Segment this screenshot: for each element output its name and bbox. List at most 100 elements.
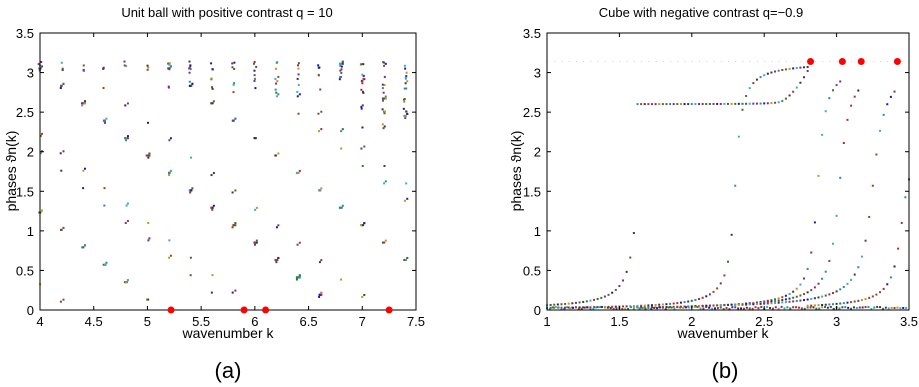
data-point bbox=[759, 76, 762, 79]
data-point bbox=[814, 60, 816, 62]
data-point bbox=[384, 62, 387, 65]
data-point bbox=[405, 75, 408, 78]
data-point bbox=[568, 60, 570, 62]
highlight-marker bbox=[262, 306, 270, 314]
data-point bbox=[625, 305, 628, 308]
data-point bbox=[873, 306, 876, 309]
data-point bbox=[60, 169, 63, 172]
data-point bbox=[889, 276, 892, 279]
data-point bbox=[606, 306, 609, 309]
data-point bbox=[864, 306, 867, 309]
data-point bbox=[852, 306, 855, 309]
data-point bbox=[719, 102, 722, 105]
data-point bbox=[338, 78, 341, 81]
data-point bbox=[781, 301, 784, 304]
data-point bbox=[297, 171, 300, 174]
data-point bbox=[583, 306, 586, 309]
data-point bbox=[740, 307, 743, 310]
data-point bbox=[603, 295, 606, 298]
data-point bbox=[191, 187, 194, 190]
data-point bbox=[759, 102, 762, 105]
data-point bbox=[341, 60, 344, 63]
data-point bbox=[870, 308, 873, 311]
data-point bbox=[677, 60, 679, 62]
data-point bbox=[277, 93, 280, 96]
data-point bbox=[402, 107, 405, 110]
data-point bbox=[612, 60, 614, 62]
data-point bbox=[781, 68, 784, 71]
data-point bbox=[847, 306, 850, 309]
data-point bbox=[719, 282, 722, 285]
data-point bbox=[879, 129, 882, 132]
data-point bbox=[383, 125, 386, 128]
data-point bbox=[638, 307, 641, 310]
data-point bbox=[569, 307, 572, 310]
data-point bbox=[169, 254, 172, 257]
data-point bbox=[275, 82, 278, 85]
panel-a-markers bbox=[167, 306, 393, 314]
data-point bbox=[188, 67, 191, 70]
data-point bbox=[800, 307, 803, 310]
data-point bbox=[647, 307, 650, 310]
data-point bbox=[658, 103, 661, 106]
data-point bbox=[872, 60, 874, 62]
data-point bbox=[384, 239, 387, 242]
data-point bbox=[340, 147, 343, 150]
data-point bbox=[363, 293, 366, 296]
y-tick-label: 2 bbox=[27, 145, 34, 160]
data-point bbox=[708, 102, 711, 105]
data-point bbox=[691, 60, 693, 62]
data-point bbox=[766, 299, 769, 302]
data-point bbox=[363, 145, 366, 148]
data-point bbox=[774, 301, 777, 304]
data-point bbox=[360, 147, 363, 150]
data-point bbox=[277, 152, 280, 155]
data-point bbox=[789, 307, 792, 310]
data-point bbox=[665, 303, 668, 306]
data-point bbox=[673, 307, 676, 310]
data-point bbox=[577, 307, 580, 310]
data-point bbox=[234, 117, 237, 120]
data-point bbox=[687, 300, 690, 303]
data-point bbox=[781, 299, 784, 302]
y-tick-label: 3 bbox=[534, 66, 541, 81]
data-point bbox=[211, 102, 214, 105]
data-point bbox=[188, 60, 191, 63]
data-point bbox=[589, 306, 592, 309]
data-point bbox=[893, 265, 896, 268]
data-point bbox=[803, 293, 806, 296]
data-point bbox=[635, 306, 638, 309]
data-point bbox=[745, 102, 748, 105]
data-point bbox=[296, 276, 299, 279]
data-point bbox=[575, 60, 577, 62]
data-point bbox=[295, 276, 298, 279]
data-point bbox=[627, 307, 630, 310]
data-point bbox=[297, 112, 300, 115]
data-point bbox=[102, 263, 105, 266]
data-point bbox=[803, 66, 806, 69]
data-point bbox=[889, 95, 892, 98]
data-point bbox=[893, 306, 896, 309]
data-point bbox=[679, 301, 682, 304]
data-point bbox=[382, 97, 385, 100]
data-point bbox=[676, 103, 679, 106]
data-point bbox=[754, 306, 757, 309]
data-point bbox=[824, 306, 827, 309]
data-point bbox=[800, 60, 802, 62]
data-point bbox=[574, 301, 577, 304]
data-point bbox=[850, 104, 853, 107]
data-point bbox=[629, 306, 632, 309]
data-point bbox=[62, 226, 65, 229]
data-point bbox=[766, 302, 769, 305]
data-point bbox=[362, 74, 365, 77]
data-point bbox=[593, 306, 596, 309]
y-tick-label: 2.5 bbox=[523, 105, 541, 120]
data-point bbox=[320, 291, 323, 294]
data-point bbox=[567, 302, 570, 305]
data-point bbox=[276, 258, 279, 261]
data-point bbox=[615, 307, 618, 310]
data-point bbox=[211, 208, 214, 211]
data-point bbox=[549, 306, 552, 309]
data-point bbox=[727, 260, 729, 263]
data-point bbox=[403, 64, 406, 67]
